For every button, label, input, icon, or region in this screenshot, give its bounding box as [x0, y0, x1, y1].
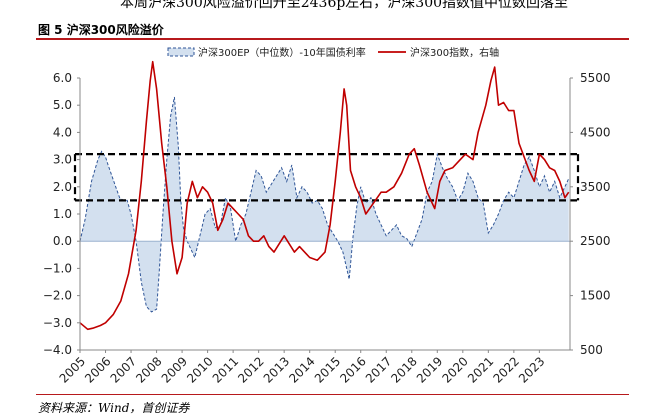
x-tick-label: 2010: [184, 354, 215, 385]
x-tick-label: 2018: [388, 354, 419, 385]
legend: 沪深300EP（中位数）-10年国债利率 沪深300指数，右轴: [167, 46, 499, 59]
x-tick-label: 2015: [312, 354, 343, 385]
ep-area-fill: [80, 97, 569, 312]
x-tick-label: 2014: [286, 354, 317, 385]
index-line-layer: [79, 60, 570, 331]
title-divider: [36, 38, 629, 40]
left-tick-label: 0.0: [53, 234, 72, 248]
source-note: 资料来源：Wind，首创证券: [38, 401, 190, 415]
x-tick-label: 2006: [82, 354, 113, 385]
left-tick-label: −1.0: [43, 261, 72, 275]
left-tick-label: 6.0: [53, 71, 72, 85]
x-tick-label: 2016: [337, 354, 368, 385]
left-tick-label: 1.0: [53, 207, 72, 221]
legend-ep-label: 沪深300EP（中位数）-10年国债利率: [198, 46, 366, 59]
x-tick-label: 2012: [235, 354, 266, 385]
legend-ep-swatch: [167, 47, 195, 57]
left-tick-label: −2.0: [43, 289, 72, 303]
left-tick-label: 4.0: [53, 125, 72, 139]
left-tick-label: 3.0: [53, 153, 72, 167]
right-tick-label: 4500: [580, 125, 611, 139]
cut-off-heading-text: 本周沪深300风险溢价回升至2436p左右，沪深300指数值中位数回落至: [0, 0, 658, 10]
right-tick-label: 5500: [580, 71, 611, 85]
cut-off-heading-line: 本周沪深300风险溢价回升至2436p左右，沪深300指数值中位数回落至: [120, 0, 569, 10]
x-tick-label: 2009: [159, 354, 190, 385]
left-tick-label: 5.0: [53, 98, 72, 112]
figure-title: 图 5 沪深300风险溢价: [38, 23, 164, 37]
right-tick-label: 500: [580, 343, 603, 357]
right-tick-label: 2500: [580, 234, 611, 248]
x-tick-label: 2017: [363, 354, 394, 385]
x-tick-label: 2013: [261, 354, 292, 385]
index-series-line: [79, 60, 570, 331]
left-tick-label: 2.0: [53, 180, 72, 194]
reference-band-layer: [73, 153, 580, 202]
left-tick-label: −3.0: [43, 316, 72, 330]
x-tick-label: 2020: [439, 354, 470, 385]
ep-area-layer: [79, 96, 570, 313]
right-tick-label: 1500: [580, 289, 611, 303]
source-divider: [36, 394, 629, 395]
x-tick-label: 2019: [414, 354, 445, 385]
x-tick-label: 2023: [516, 354, 547, 385]
x-tick-label: 2022: [490, 354, 521, 385]
x-tick-label: 2007: [108, 354, 139, 385]
x-tick-label: 2008: [133, 354, 164, 385]
x-tick-label: 2005: [57, 354, 88, 385]
x-tick-label: 2021: [465, 354, 496, 385]
legend-index-label: 沪深300指数，右轴: [410, 46, 499, 59]
left-tick-label: −4.0: [43, 343, 72, 357]
x-tick-label: 2011: [210, 354, 241, 385]
right-tick-label: 3500: [580, 180, 611, 194]
